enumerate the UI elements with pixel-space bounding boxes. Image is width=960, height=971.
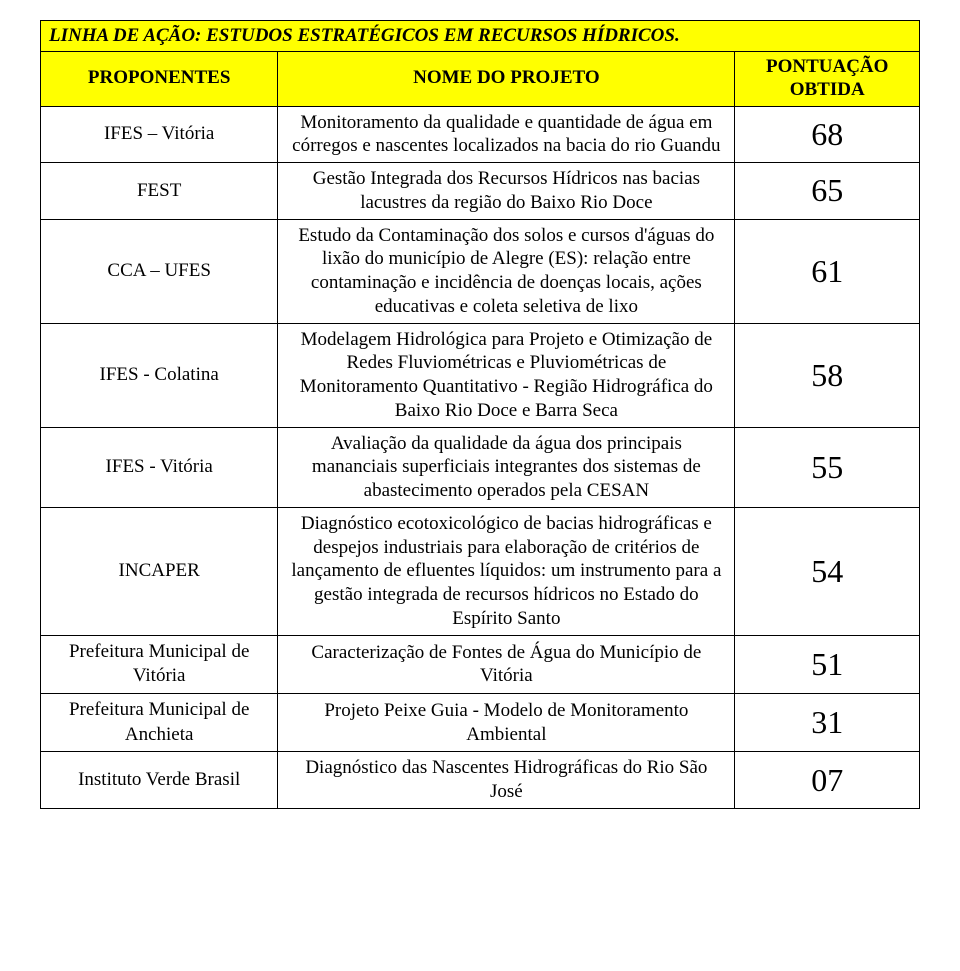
projects-table: LINHA DE AÇÃO: ESTUDOS ESTRATÉGICOS EM R… xyxy=(40,20,920,809)
table-title: LINHA DE AÇÃO: ESTUDOS ESTRATÉGICOS EM R… xyxy=(41,21,920,52)
proponente-cell: IFES - Colatina xyxy=(41,323,278,427)
proponente-cell: Instituto Verde Brasil xyxy=(41,752,278,809)
proponente-cell: IFES – Vitória xyxy=(41,106,278,163)
score-cell: 07 xyxy=(735,752,920,809)
header-pontuacao: PONTUAÇÃO OBTIDA xyxy=(735,52,920,107)
projeto-cell: Diagnóstico ecotoxicológico de bacias hi… xyxy=(278,507,735,635)
projeto-cell: Projeto Peixe Guia - Modelo de Monitoram… xyxy=(278,693,735,751)
header-proponentes: PROPONENTES xyxy=(41,52,278,107)
projeto-cell: Gestão Integrada dos Recursos Hídricos n… xyxy=(278,163,735,220)
proponente-cell: Prefeitura Municipal de Anchieta xyxy=(41,693,278,751)
table-row: CCA – UFES Estudo da Contaminação dos so… xyxy=(41,219,920,323)
projeto-cell: Modelagem Hidrológica para Projeto e Oti… xyxy=(278,323,735,427)
header-nome-projeto: NOME DO PROJETO xyxy=(278,52,735,107)
proponente-cell: FEST xyxy=(41,163,278,220)
projeto-cell: Monitoramento da qualidade e quantidade … xyxy=(278,106,735,163)
score-cell: 31 xyxy=(735,693,920,751)
proponente-cell: IFES - Vitória xyxy=(41,427,278,507)
score-cell: 55 xyxy=(735,427,920,507)
proponente-cell: Prefeitura Municipal de Vitória xyxy=(41,635,278,693)
projeto-cell: Estudo da Contaminação dos solos e curso… xyxy=(278,219,735,323)
score-cell: 58 xyxy=(735,323,920,427)
table-row: Prefeitura Municipal de Vitória Caracter… xyxy=(41,635,920,693)
projeto-cell: Diagnóstico das Nascentes Hidrográficas … xyxy=(278,752,735,809)
table-title-row: LINHA DE AÇÃO: ESTUDOS ESTRATÉGICOS EM R… xyxy=(41,21,920,52)
projeto-cell: Avaliação da qualidade da água dos princ… xyxy=(278,427,735,507)
table-header-row: PROPONENTES NOME DO PROJETO PONTUAÇÃO OB… xyxy=(41,52,920,107)
score-cell: 61 xyxy=(735,219,920,323)
proponente-cell: INCAPER xyxy=(41,507,278,635)
table-row: IFES – Vitória Monitoramento da qualidad… xyxy=(41,106,920,163)
score-cell: 54 xyxy=(735,507,920,635)
score-cell: 51 xyxy=(735,635,920,693)
score-cell: 68 xyxy=(735,106,920,163)
table-row: IFES - Colatina Modelagem Hidrológica pa… xyxy=(41,323,920,427)
table-row: FEST Gestão Integrada dos Recursos Hídri… xyxy=(41,163,920,220)
score-cell: 65 xyxy=(735,163,920,220)
table-row: INCAPER Diagnóstico ecotoxicológico de b… xyxy=(41,507,920,635)
table-row: Prefeitura Municipal de Anchieta Projeto… xyxy=(41,693,920,751)
projeto-cell: Caracterização de Fontes de Água do Muni… xyxy=(278,635,735,693)
table-row: Instituto Verde Brasil Diagnóstico das N… xyxy=(41,752,920,809)
proponente-cell: CCA – UFES xyxy=(41,219,278,323)
table-row: IFES - Vitória Avaliação da qualidade da… xyxy=(41,427,920,507)
